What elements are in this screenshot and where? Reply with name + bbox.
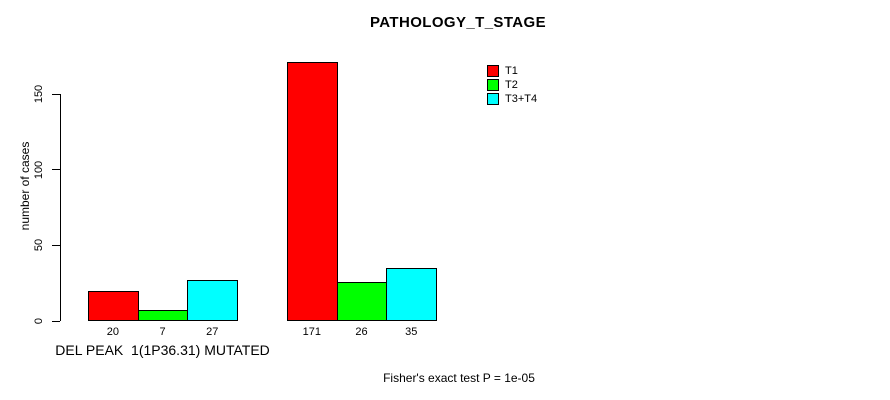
y-tick-mark	[52, 244, 60, 246]
legend-swatch-t3-t4	[487, 93, 499, 105]
legend: T1 T2 T3+T4	[487, 65, 537, 107]
y-axis-line	[60, 94, 61, 321]
bar-value-label: 171	[302, 326, 322, 338]
bar-t1	[287, 62, 338, 321]
legend-item: T3+T4	[487, 93, 537, 105]
bar-value-label: 20	[106, 326, 119, 338]
legend-label: T1	[505, 65, 518, 77]
y-tick-mark	[52, 320, 60, 322]
bar-t2	[137, 310, 189, 321]
legend-label: T3+T4	[505, 93, 538, 105]
legend-item: T2	[487, 79, 537, 91]
y-tick-label: 0	[33, 317, 45, 325]
bar-t2	[336, 281, 388, 321]
fisher-test-annotation: Fisher's exact test P = 1e-05	[383, 371, 535, 385]
bar-t1	[88, 290, 139, 321]
y-tick-label: 150	[33, 84, 45, 104]
bar-value-label: 26	[355, 326, 368, 338]
bar-value-label: 27	[206, 326, 219, 338]
y-tick-mark	[52, 93, 60, 95]
bar-value-label: 35	[405, 326, 418, 338]
bar-value-label: 7	[159, 326, 166, 338]
bar-t3-t4	[187, 280, 239, 321]
legend-swatch-t1	[487, 65, 499, 77]
category-label: DEL PEAK 1(1P36.31) MUTATED	[55, 342, 270, 358]
legend-swatch-t2	[487, 79, 499, 91]
legend-item: T1	[487, 65, 537, 77]
y-tick-label: 50	[33, 239, 45, 252]
y-axis-label: number of cases	[18, 141, 32, 231]
bar-t3-t4	[386, 268, 438, 321]
legend-label: T2	[505, 79, 518, 91]
chart-title: PATHOLOGY_T_STAGE	[370, 14, 546, 31]
y-tick-mark	[52, 169, 60, 171]
y-tick-label: 100	[33, 160, 45, 179]
